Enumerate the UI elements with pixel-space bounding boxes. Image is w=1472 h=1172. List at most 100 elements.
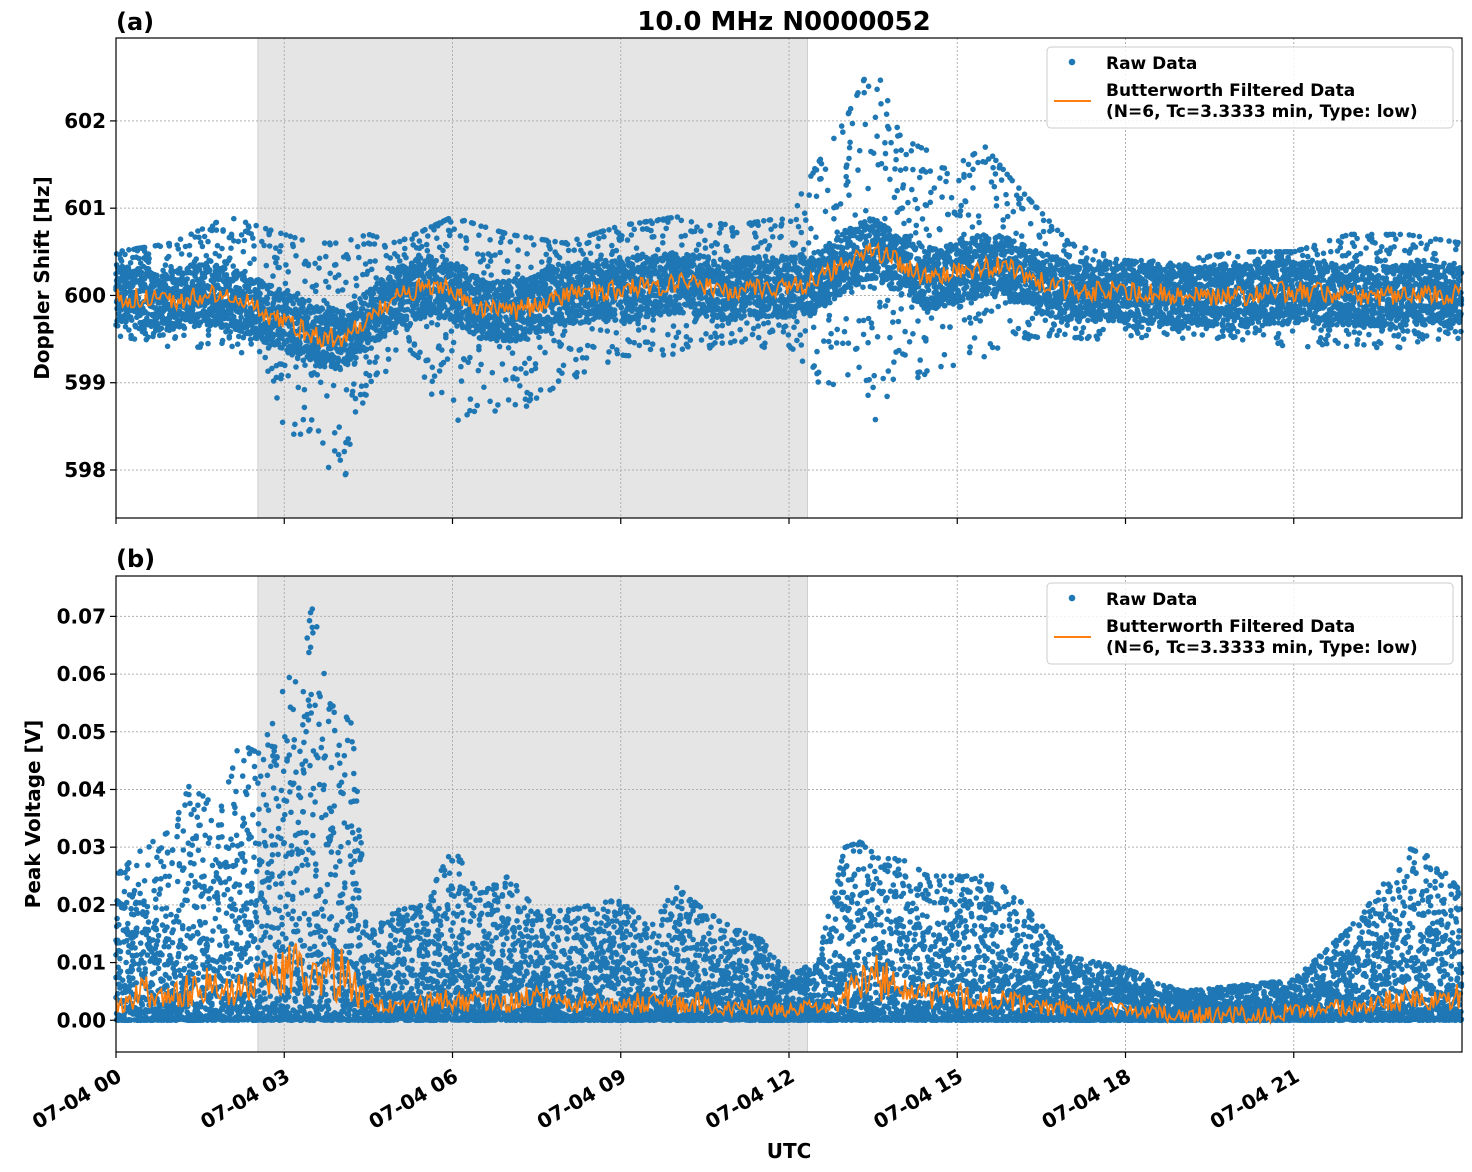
raw-data-point <box>317 379 324 386</box>
raw-data-point <box>339 287 346 293</box>
raw-data-point <box>193 256 199 262</box>
raw-data-point <box>325 284 332 290</box>
raw-data-point <box>411 342 418 348</box>
raw-data-point <box>559 370 565 377</box>
raw-data-point <box>433 257 440 264</box>
raw-data-point <box>628 221 635 227</box>
raw-data-point <box>471 408 478 415</box>
raw-data-point <box>606 349 612 355</box>
raw-data-point <box>181 325 188 331</box>
raw-data-point <box>428 320 435 326</box>
raw-data-point <box>488 272 495 278</box>
raw-data-point <box>556 254 563 261</box>
raw-data-point <box>518 366 524 372</box>
raw-data-point <box>536 334 542 341</box>
raw-data-point <box>565 247 572 254</box>
raw-data-point <box>337 366 344 373</box>
raw-data-point <box>436 368 443 374</box>
raw-data-point <box>205 332 212 338</box>
raw-data-point <box>335 451 342 458</box>
raw-data-point <box>649 220 655 227</box>
raw-data-point <box>793 216 800 223</box>
raw-data-point <box>663 225 669 232</box>
raw-data-point <box>528 264 534 271</box>
raw-data-point <box>145 251 152 257</box>
raw-data-point <box>670 323 677 329</box>
raw-data-point <box>373 275 380 281</box>
raw-data-point <box>523 234 529 240</box>
raw-data-point <box>655 246 661 253</box>
raw-data-point <box>421 374 428 380</box>
raw-data-point <box>476 346 482 353</box>
raw-data-point <box>762 340 768 347</box>
raw-data-point <box>512 365 519 372</box>
raw-data-point <box>714 323 720 330</box>
raw-data-point <box>551 337 557 344</box>
raw-data-point <box>299 237 306 243</box>
raw-data-point <box>175 246 182 252</box>
raw-data-point <box>323 253 329 260</box>
raw-data-point <box>492 408 498 414</box>
raw-data-point <box>261 242 267 249</box>
raw-data-point <box>746 300 753 306</box>
raw-data-point <box>636 342 643 349</box>
raw-data-point <box>591 344 597 351</box>
raw-data-point <box>203 252 210 259</box>
raw-data-point <box>702 237 708 244</box>
raw-data-point <box>122 251 128 258</box>
raw-data-point <box>276 264 283 271</box>
raw-data-point <box>141 244 148 251</box>
raw-data-point <box>165 253 172 260</box>
raw-data-point <box>501 230 508 236</box>
raw-data-point <box>695 241 702 248</box>
raw-data-point <box>505 397 512 403</box>
raw-data-point <box>285 373 292 379</box>
raw-data-point <box>374 370 381 376</box>
raw-data-point <box>515 263 521 270</box>
raw-data-point <box>440 247 446 254</box>
raw-data-point <box>574 236 580 243</box>
raw-data-point <box>583 355 590 361</box>
raw-data-point <box>297 431 304 438</box>
raw-data-point <box>474 251 481 257</box>
raw-data-point <box>450 339 457 346</box>
raw-data-point <box>228 231 235 238</box>
raw-data-point <box>547 285 553 292</box>
raw-data-point <box>660 352 667 358</box>
raw-data-point <box>330 382 337 389</box>
raw-data-point <box>413 231 419 237</box>
raw-data-point <box>779 216 786 222</box>
raw-data-point <box>729 225 736 231</box>
raw-data-point <box>257 290 263 297</box>
raw-data-point <box>463 237 470 244</box>
panel-a-label: (a) <box>116 8 154 36</box>
raw-data-point <box>429 378 436 385</box>
raw-data-point <box>741 308 747 314</box>
raw-data-point <box>345 436 352 442</box>
raw-data-point <box>546 256 553 263</box>
raw-data-point <box>144 315 150 322</box>
raw-data-point <box>749 331 756 338</box>
raw-data-point <box>537 344 543 351</box>
raw-data-point <box>641 324 648 331</box>
raw-data-point <box>403 254 409 261</box>
raw-data-point <box>321 240 328 246</box>
raw-data-point <box>605 359 611 365</box>
raw-data-point <box>372 258 378 264</box>
raw-data-point <box>443 257 450 263</box>
raw-data-point <box>393 347 399 353</box>
raw-data-point <box>458 363 464 370</box>
raw-data-point <box>424 247 431 254</box>
raw-data-point <box>425 357 431 363</box>
raw-data-point <box>505 269 511 275</box>
raw-data-point <box>549 330 555 337</box>
raw-data-point <box>431 227 437 233</box>
raw-data-point <box>762 238 768 244</box>
raw-data-point <box>509 292 515 298</box>
raw-data-point <box>363 392 369 398</box>
raw-data-point <box>694 224 700 230</box>
raw-data-point <box>277 248 283 255</box>
raw-data-point <box>794 318 800 325</box>
raw-data-point <box>439 347 445 353</box>
